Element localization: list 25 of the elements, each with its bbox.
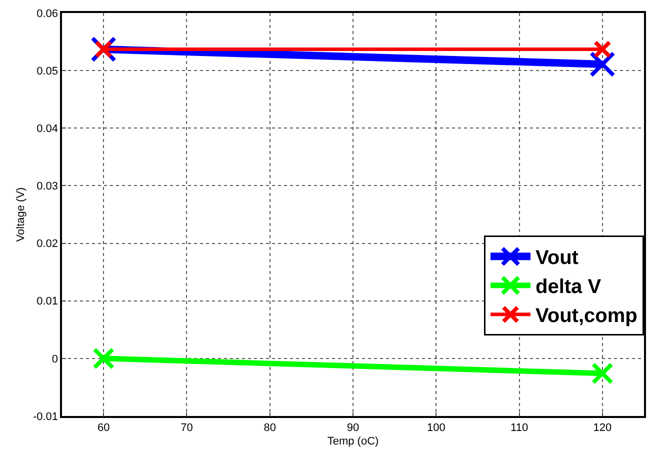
x-tick-label: 90 [346, 422, 360, 434]
y-tick-label: 0.01 [36, 296, 58, 308]
x-axis-title: Temp (oC) [327, 436, 379, 448]
x-tick-label: 120 [593, 422, 612, 434]
x-tick-label: 70 [180, 422, 193, 434]
x-tick-label: 110 [510, 422, 528, 434]
legend-label: Vout [536, 247, 579, 270]
x-tick-label: 60 [97, 422, 110, 434]
y-tick-label: 0.06 [36, 8, 58, 20]
y-tick-label: 0.03 [36, 180, 58, 193]
y-tick-label: 0.04 [36, 122, 58, 135]
x-tick-label: 100 [426, 422, 446, 434]
point [94, 40, 113, 58]
legend-label: delta V [536, 276, 602, 298]
point [591, 362, 614, 384]
point [92, 347, 115, 370]
y-tick-label: 0 [52, 353, 58, 366]
y-tick-label: 0.02 [36, 238, 58, 250]
point [593, 40, 612, 58]
y-tick-label: -0.01 [32, 410, 58, 423]
legend-label: Vout,comp [536, 305, 638, 328]
x-tick-label: 80 [264, 422, 276, 434]
y-axis-title: Voltage (V) [15, 187, 28, 242]
y-tick-label: 0.05 [36, 65, 58, 78]
point [589, 51, 616, 78]
